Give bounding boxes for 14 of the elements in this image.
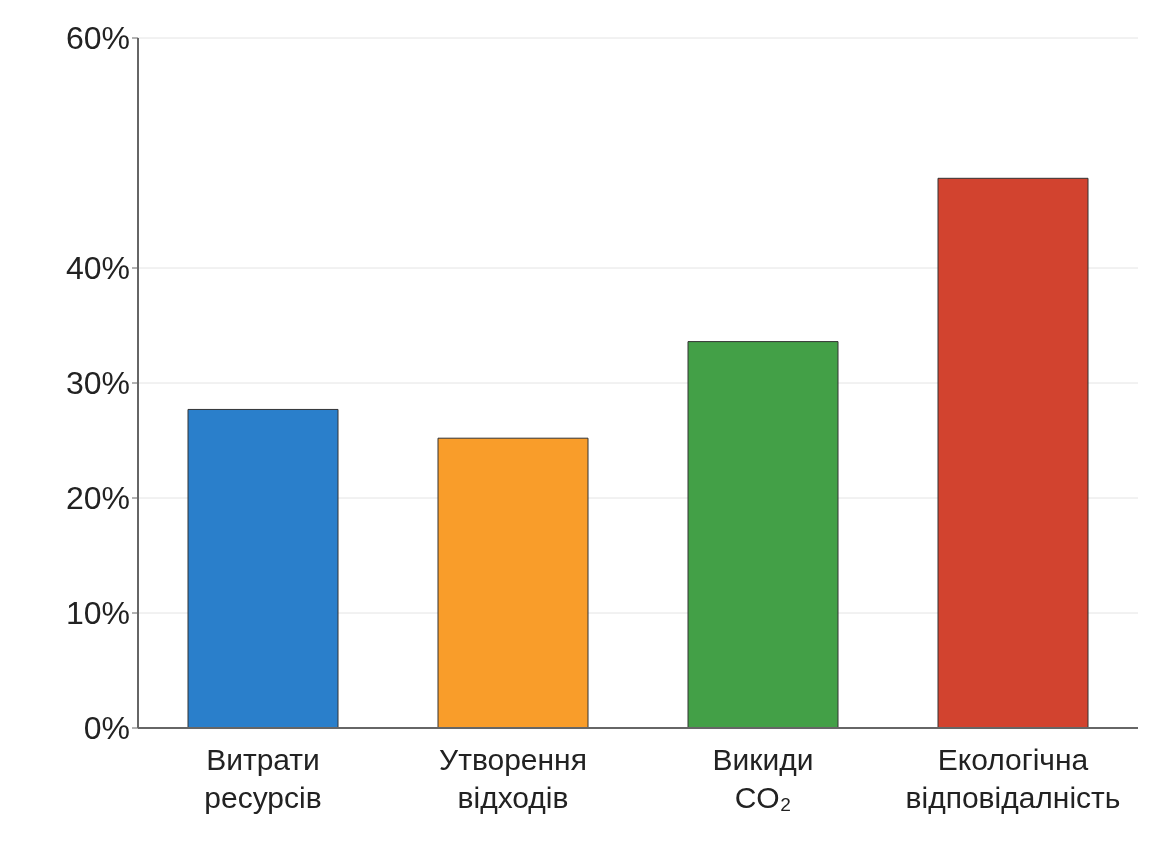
y-tick-label: 60% [65,20,130,57]
x-tick-label: Витрати ресурсів [204,743,322,814]
y-tick-label: 0% [83,710,130,747]
x-tick-label: Викиди CO₂ [712,743,814,814]
y-tick-label: 30% [65,365,130,402]
bar [937,177,1089,728]
bar [187,408,339,728]
y-tick-label: 20% [65,480,130,517]
x-tick-label: Екологічна відповідалність [905,743,1121,814]
bar [437,437,589,728]
y-tick-label: 10% [65,595,130,632]
bar [687,341,839,728]
x-tick-label: Утворення відходів [439,743,587,814]
y-tick-label: 40% [65,250,130,287]
